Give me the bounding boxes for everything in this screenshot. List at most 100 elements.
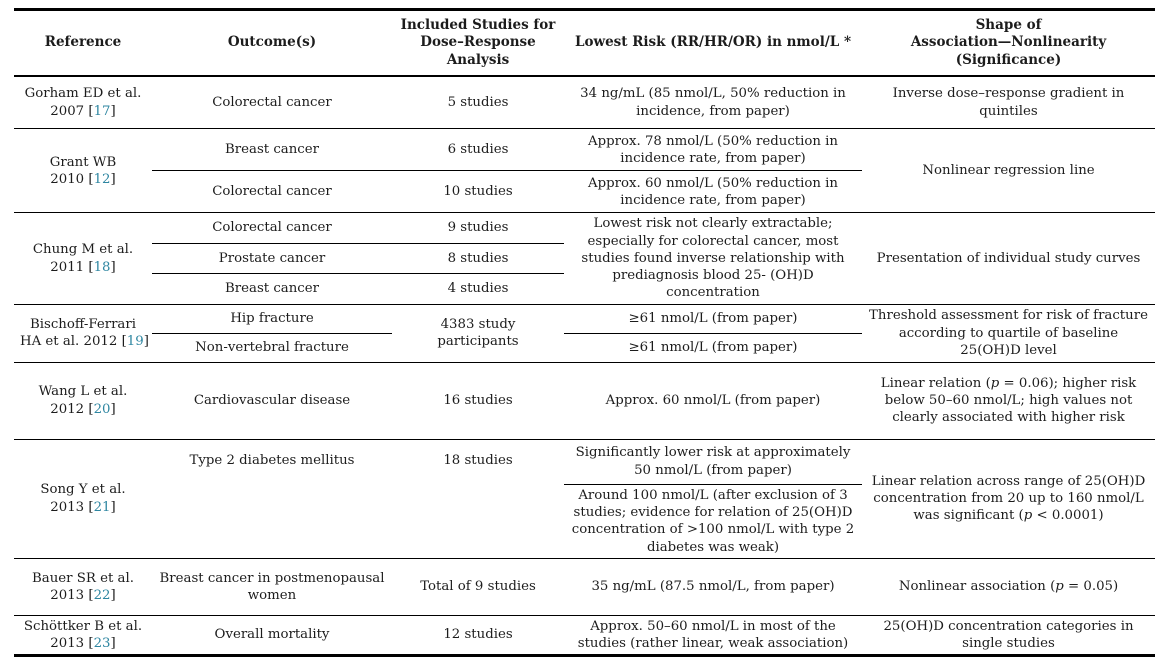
reference-year-cite: 2010 [12] xyxy=(50,172,115,187)
included-studies-cell: 6 studies xyxy=(392,128,564,172)
reference-name: Song Y et al. xyxy=(40,482,126,498)
column-header-reference: Reference xyxy=(44,34,122,51)
outcome-cell: Type 2 diabetes mellitus xyxy=(189,452,355,468)
reference-year: 2012 xyxy=(50,401,85,417)
outcome-cell: Breast cancer in postmenopausal women xyxy=(159,570,385,603)
reference-name: Bischoff-Ferrari xyxy=(30,316,136,332)
citation-link[interactable]: 22 xyxy=(93,587,111,603)
bracket: ] xyxy=(110,259,116,275)
reference-year: 2007 xyxy=(50,103,85,119)
bracket: ] xyxy=(110,401,116,417)
citation: [21] xyxy=(88,500,115,515)
bracket: [ xyxy=(88,259,94,275)
row-group-song: Song Y et al. 2013 [21] Type 2 diabetes … xyxy=(14,439,1155,559)
reference-year-cite: 2011 [18] xyxy=(50,260,115,275)
outcome-cell: Colorectal cancer xyxy=(152,212,392,244)
included-studies-cell: 5 studies xyxy=(447,94,509,110)
bracket: [ xyxy=(88,171,94,187)
p-value-symbol: p xyxy=(1055,579,1064,595)
lowest-risk-cell: Significantly lower risk at approximatel… xyxy=(564,439,862,485)
citation: [12] xyxy=(88,172,115,187)
citation: [20] xyxy=(88,402,115,417)
citation: [23] xyxy=(88,636,115,651)
outcome-cell: Prostate cancer xyxy=(152,243,392,275)
dose-response-table: Reference Outcome(s) Included Studies fo… xyxy=(14,8,1155,657)
included-studies-cell: 9 studies xyxy=(392,212,564,244)
shape-cell: 25(OH)D concentration categories in sing… xyxy=(883,618,1134,652)
shape-cell: Threshold assessment for risk of fractur… xyxy=(869,308,1148,358)
reference-year-cite: 2007 [17] xyxy=(50,104,115,119)
bracket: [ xyxy=(88,499,94,515)
bracket: ] xyxy=(110,499,116,515)
lowest-risk-cell: Approx. 60 nmol/L (from paper) xyxy=(605,393,821,409)
lowest-risk-cell: Around 100 nmol/L (after exclusion of 3 … xyxy=(571,487,855,555)
row-group-gorham: Gorham ED et al. 2007 [17] Colorectal ca… xyxy=(14,76,1155,129)
bracket: ] xyxy=(110,103,116,119)
bracket: [ xyxy=(88,636,94,652)
reference-cell: Grant WB 2010 [12] xyxy=(14,129,152,213)
shape-text: Nonlinear association ( xyxy=(898,579,1056,595)
row-group-schoettker: Schöttker B et al. 2013 [23] Overall mor… xyxy=(14,615,1155,656)
reference-cell: Chung M et al. 2011 [18] xyxy=(14,213,152,304)
reference-year-cite: 2012 [20] xyxy=(50,402,115,417)
lowest-risk-cell: ≥61 nmol/L (from paper) xyxy=(564,304,862,334)
included-studies-cell: Total of 9 studies xyxy=(420,579,536,595)
included-studies-cell: 8 studies xyxy=(392,243,564,275)
row-group-grant: Grant WB 2010 [12] Breast cancer 6 studi… xyxy=(14,128,1155,213)
outcome-cell: Breast cancer xyxy=(225,281,319,297)
shape-cell: Inverse dose–response gradient in quinti… xyxy=(892,86,1125,119)
column-header-outcomes: Outcome(s) xyxy=(227,34,317,51)
reference-year: 2013 xyxy=(50,587,85,603)
reference-year: 2013 xyxy=(50,636,85,652)
outcome-cell: Breast cancer xyxy=(152,128,392,172)
lowest-risk-cell: ≥61 nmol/L (from paper) xyxy=(628,340,798,356)
reference-year: 2011 xyxy=(50,259,85,275)
shape-text: = 0.06); higher risk below 50–60 nmol/L;… xyxy=(884,375,1137,426)
reference-year: 2013 xyxy=(50,499,85,515)
lowest-risk-cell: Approx. 60 nmol/L (50% reduction in inci… xyxy=(588,175,838,208)
outcome-cell: Colorectal cancer xyxy=(212,94,332,110)
shape-cell: Linear relation across range of 25(OH)D … xyxy=(862,439,1155,558)
bracket: ] xyxy=(110,636,116,652)
row-group-chung: Chung M et al. 2011 [18] Colorectal canc… xyxy=(14,212,1155,305)
reference-name: Wang L et al. xyxy=(38,384,128,400)
citation-link[interactable]: 17 xyxy=(93,103,111,119)
shape-text: < 0.0001) xyxy=(1032,508,1104,524)
citation: [19] xyxy=(122,334,149,349)
row-group-bischoff-ferrari: Bischoff-Ferrari HA et al. 2012 [19] Hip… xyxy=(14,304,1155,363)
citation: [22] xyxy=(88,588,115,603)
citation-link[interactable]: 18 xyxy=(93,259,111,275)
reference-cell: Schöttker B et al. 2013 [23] xyxy=(14,615,152,656)
citation: [18] xyxy=(88,260,115,275)
outcome-cell: Overall mortality xyxy=(214,627,330,643)
reference-cell: Bauer SR et al. 2013 [22] xyxy=(14,558,152,615)
reference-name: Schöttker B et al. xyxy=(23,618,143,634)
reference-cell: Bischoff-Ferrari HA et al. 2012 [19] xyxy=(14,304,152,362)
citation-link[interactable]: 12 xyxy=(93,171,111,187)
column-header-included-studies: Included Studies for Dose–Response Analy… xyxy=(400,17,556,68)
shape-cell: Nonlinear association (p = 0.05) xyxy=(862,558,1155,615)
outcome-cell: Colorectal cancer xyxy=(212,184,332,200)
outcome-cell: Non-vertebral fracture xyxy=(195,340,349,356)
reference-cell: Wang L et al. 2012 [20] xyxy=(14,362,152,439)
reference-year: 2010 xyxy=(50,171,85,187)
citation-link[interactable]: 20 xyxy=(93,401,111,417)
row-group-bauer: Bauer SR et al. 2013 [22] Breast cancer … xyxy=(14,558,1155,616)
shape-cell: Presentation of individual study curves xyxy=(876,250,1141,266)
included-studies-cell: 4 studies xyxy=(447,281,509,297)
reference-name: Gorham ED et al. xyxy=(24,86,142,102)
lowest-risk-cell: Lowest risk not clearly extractable; esp… xyxy=(581,216,845,301)
reference-name: Bauer SR et al. xyxy=(32,570,134,586)
shape-text: Linear relation across range of 25(OH)D … xyxy=(871,473,1146,524)
citation-link[interactable]: 23 xyxy=(93,636,111,652)
outcome-cell: Cardiovascular disease xyxy=(193,393,351,409)
citation-link[interactable]: 19 xyxy=(126,334,144,350)
reference-cell: Gorham ED et al. 2007 [17] xyxy=(14,76,152,129)
bracket: [ xyxy=(121,334,127,350)
column-header-shape: Shape of Association—Nonlinearity (Signi… xyxy=(910,17,1107,68)
citation-link[interactable]: 21 xyxy=(93,499,111,515)
lowest-risk-cell: Approx. 50–60 nmol/L in most of the stud… xyxy=(577,618,849,652)
included-studies-cell: 12 studies xyxy=(443,627,513,643)
shape-cell: Linear relation (p = 0.06); higher risk … xyxy=(862,362,1155,439)
